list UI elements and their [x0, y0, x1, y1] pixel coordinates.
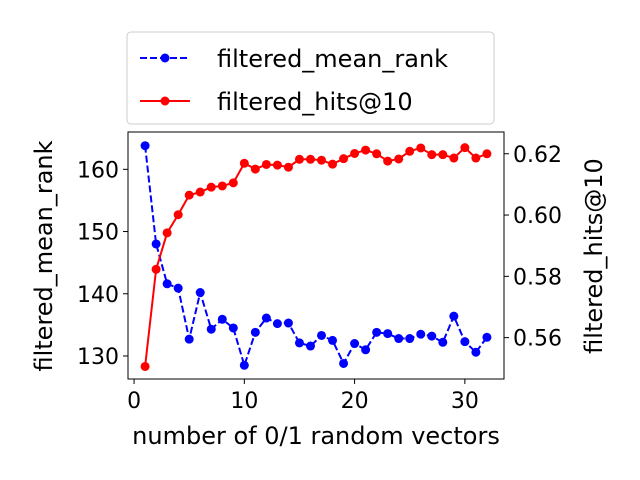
x-tick-label: 20 — [341, 389, 369, 414]
data-point — [228, 178, 238, 188]
data-point — [151, 239, 161, 249]
x-axis-label: number of 0/1 random vectors — [132, 422, 500, 450]
y-right-tick-label: 0.62 — [513, 143, 562, 168]
data-point — [416, 143, 426, 153]
data-point — [140, 141, 150, 151]
data-point — [272, 160, 282, 170]
y-axis-right-ticks: 0.56 0.58 0.60 0.62 — [504, 143, 562, 352]
data-point — [305, 341, 315, 351]
data-point — [482, 149, 492, 159]
data-point — [173, 210, 183, 220]
data-point — [283, 318, 293, 328]
data-point — [217, 181, 227, 191]
y-right-tick-label: 0.56 — [513, 327, 562, 352]
series-filtered_mean_rank — [140, 141, 492, 370]
data-point — [206, 324, 216, 334]
data-point — [416, 329, 426, 339]
data-point — [140, 361, 150, 371]
series-line — [144, 145, 488, 369]
series-line — [144, 146, 488, 367]
y-left-tick-label: 130 — [77, 345, 119, 370]
data-point — [427, 150, 437, 160]
y-axis-left-label: filtered_mean_rank — [30, 140, 58, 371]
y-right-tick-label: 0.58 — [513, 265, 562, 290]
data-point — [361, 345, 371, 355]
data-point — [383, 156, 393, 166]
y-axis-right-label: filtered_hits@10 — [580, 158, 608, 354]
data-point — [339, 154, 349, 164]
data-point — [151, 264, 161, 274]
data-point — [372, 327, 382, 337]
data-point — [372, 149, 382, 159]
data-point — [350, 148, 360, 158]
data-point — [405, 146, 415, 156]
data-point — [250, 327, 260, 337]
y-right-tick-label: 0.60 — [513, 204, 562, 229]
plot-area — [127, 131, 505, 380]
data-point — [228, 323, 238, 333]
x-tick-label: 30 — [451, 389, 479, 414]
legend-entry: filtered_mean_rank — [140, 45, 448, 73]
data-point — [217, 314, 227, 324]
data-point — [460, 337, 470, 347]
data-point — [184, 190, 194, 200]
data-point — [427, 331, 437, 341]
legend-box — [126, 31, 495, 125]
data-point — [184, 334, 194, 344]
x-tick-label: 0 — [127, 389, 141, 414]
data-point — [438, 150, 448, 160]
x-tick-label: 10 — [230, 389, 258, 414]
plot-frame — [127, 131, 505, 380]
data-point — [294, 338, 304, 348]
data-point — [449, 311, 459, 321]
data-point — [250, 164, 260, 174]
data-point — [471, 347, 481, 357]
series-filtered_hits@10 — [140, 143, 492, 371]
data-point — [328, 335, 338, 345]
legend-label: filtered_hits@10 — [217, 88, 413, 116]
data-point — [471, 153, 481, 163]
data-point — [449, 153, 459, 163]
data-point — [283, 162, 293, 172]
data-point — [206, 182, 216, 192]
y-left-tick-label: 140 — [77, 283, 119, 308]
y-axis-left-ticks: 130 140 150 160 — [77, 158, 128, 370]
y-left-tick-label: 160 — [77, 158, 119, 183]
data-point — [239, 158, 249, 168]
data-point — [294, 154, 304, 164]
data-point — [162, 228, 172, 238]
data-point — [317, 330, 327, 340]
x-axis-ticks: 0 10 20 30 — [127, 379, 479, 414]
data-point — [305, 154, 315, 164]
data-point — [460, 143, 470, 153]
data-point — [339, 358, 349, 368]
legend-marker — [160, 53, 170, 63]
data-point — [394, 154, 404, 164]
data-point — [261, 313, 271, 323]
data-point — [261, 159, 271, 169]
data-point — [173, 283, 183, 293]
y-left-tick-label: 150 — [77, 221, 119, 246]
data-point — [239, 360, 249, 370]
data-point — [405, 334, 415, 344]
data-point — [350, 339, 360, 349]
data-point — [328, 159, 338, 169]
data-point — [394, 334, 404, 344]
legend-marker — [160, 96, 170, 106]
data-point — [482, 332, 492, 342]
data-point — [438, 337, 448, 347]
data-point — [383, 329, 393, 339]
data-point — [195, 288, 205, 298]
legend-entry: filtered_hits@10 — [140, 88, 413, 116]
data-point — [272, 319, 282, 329]
legend: filtered_mean_rank filtered_hits@10 — [126, 31, 495, 125]
legend-label: filtered_mean_rank — [217, 45, 448, 73]
data-point — [195, 187, 205, 197]
data-point — [361, 145, 371, 155]
data-point — [162, 279, 172, 289]
data-point — [317, 155, 327, 165]
